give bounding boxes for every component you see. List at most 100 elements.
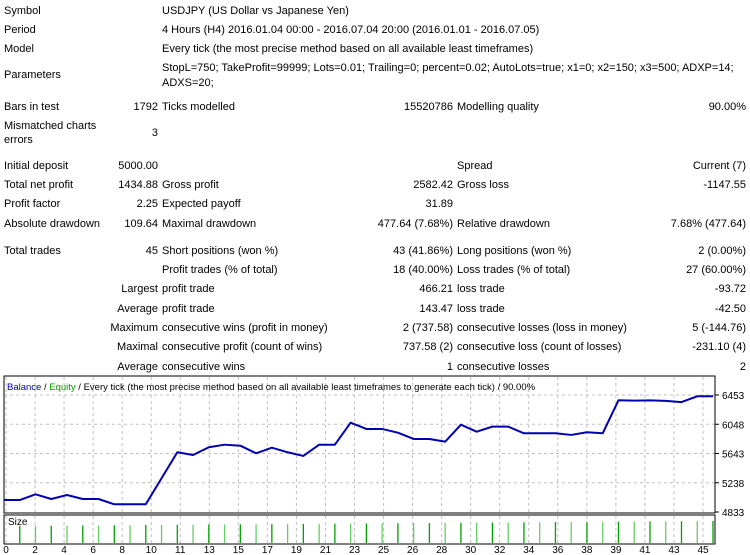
relative-drawdown-value: 7.68% (477.64) [670, 218, 746, 230]
relative-drawdown-label: Relative drawdown [457, 218, 550, 230]
balance-line [3, 395, 713, 506]
largest-profit-value: 466.21 [419, 283, 453, 295]
modelling-quality-value: 90.00% [708, 101, 746, 113]
total-net-profit-label: Total net profit [4, 179, 74, 191]
gross-profit-value: 2582.42 [413, 179, 453, 191]
largest-loss-label: loss trade [457, 283, 505, 295]
size-bars [19, 521, 714, 543]
y-tick-label: 6453 [722, 391, 745, 402]
mismatched-label-2: errors [4, 134, 33, 146]
symbol-label: Symbol [4, 5, 41, 17]
bars-in-test-value: 1792 [133, 101, 158, 113]
mismatched-label-1: Mismatched charts [4, 120, 97, 132]
y-axis-ticks: 6453 6048 5643 5238 4833 [715, 391, 745, 519]
chart-frame [3, 375, 716, 514]
x-tick-label: 28 [436, 545, 448, 555]
x-tick-label: 4 [61, 545, 67, 555]
maximal-consecutive-profit-label: consecutive profit (count of wins) [162, 341, 323, 353]
x-tick-label: 21 [320, 545, 332, 555]
gross-loss-value: -1147.55 [703, 179, 746, 191]
average-prefix: Average [117, 303, 158, 315]
period-value: 4 Hours (H4) 2016.01.04 00:00 - 2016.07.… [162, 24, 540, 36]
max-consecutive-losses-label: consecutive losses (loss in money) [457, 322, 627, 334]
x-tick-label: 10 [146, 545, 158, 555]
x-tick-label: 25 [378, 545, 390, 555]
x-tick-label: 43 [668, 545, 680, 555]
size-pane-frame [3, 514, 716, 545]
symbol-value: USDJPY (US Dollar vs Japanese Yen) [162, 5, 349, 17]
x-tick-label: 23 [349, 545, 361, 555]
x-tick-label: 17 [262, 545, 274, 555]
model-label: Model [4, 43, 34, 55]
period-label: Period [4, 24, 36, 36]
spread-label: Spread [457, 160, 493, 172]
maximal-consecutive-profit-value: 737.58 (2) [402, 341, 453, 353]
y-tick-label: 5643 [722, 450, 745, 461]
average-loss-label: loss trade [457, 303, 505, 315]
profit-trades-value: 18 (40.00%) [393, 264, 453, 276]
x-tick-label: 32 [494, 545, 506, 555]
largest-profit-label: profit trade [162, 283, 215, 295]
maximal-prefix: Maximal [117, 341, 158, 353]
expected-payoff-label: Expected payoff [162, 198, 241, 210]
maximum-prefix: Maximum [110, 322, 158, 334]
maximal-drawdown-label: Maximal drawdown [162, 218, 257, 230]
largest-loss-value: -93.72 [714, 283, 746, 295]
x-tick-label: 26 [407, 545, 419, 555]
y-tick-label: 6048 [722, 420, 745, 431]
gross-loss-label: Gross loss [457, 179, 509, 191]
total-trades-label: Total trades [4, 245, 61, 257]
legend-sep: / [41, 382, 50, 393]
maximal-consecutive-loss-value: -231.10 (4) [692, 341, 746, 353]
x-tick-label: 11 [175, 545, 186, 555]
y-tick-label: 4833 [722, 508, 745, 519]
initial-deposit-label: Initial deposit [4, 160, 69, 172]
chart-legend: Balance / Equity / Every tick (the most … [7, 382, 535, 393]
parameters-line2: ADXS=20; [162, 77, 214, 89]
ticks-modelled-label: Ticks modelled [162, 101, 235, 113]
x-tick-label: 8 [119, 545, 125, 555]
short-positions-value: 43 (41.86%) [393, 245, 453, 257]
max-consecutive-losses-value: 5 (-144.76) [692, 322, 746, 334]
x-tick-label: 45 [697, 545, 709, 555]
initial-deposit-value: 5000.00 [118, 160, 158, 172]
legend-description: / Every tick (the most precise method ba… [75, 382, 536, 393]
average-consecutive-prefix: Average [117, 361, 158, 373]
parameters-label: Parameters [4, 69, 61, 81]
x-tick-label: 41 [639, 545, 651, 555]
average-consecutive-losses-label: consecutive losses [457, 361, 550, 373]
legend-balance: Balance [7, 382, 42, 393]
x-tick-label: 38 [581, 545, 593, 555]
x-tick-label: 36 [552, 545, 564, 555]
balance-chart: Size 6453 6048 5643 5238 4833 0 2 4 6 8 10 11 13 15 1… [3, 375, 745, 555]
x-tick-label: 13 [204, 545, 216, 555]
expected-payoff-value: 31.89 [425, 198, 453, 210]
profit-trades-label: Profit trades (% of total) [162, 264, 278, 276]
loss-trades-value: 27 (60.00%) [686, 264, 746, 276]
short-positions-label: Short positions (won %) [162, 245, 279, 257]
long-positions-value: 2 (0.00%) [698, 245, 746, 257]
long-positions-label: Long positions (won %) [457, 245, 572, 257]
modelling-quality-label: Modelling quality [457, 101, 539, 113]
x-tick-label: 15 [233, 545, 245, 555]
maximal-consecutive-loss-label: consecutive loss (count of losses) [457, 341, 622, 353]
x-tick-label: 30 [465, 545, 477, 555]
size-pane-label: Size [8, 517, 28, 528]
total-trades-value: 45 [145, 245, 158, 257]
maximal-drawdown-value: 477.64 (7.68%) [377, 218, 453, 230]
x-tick-label: 6 [90, 545, 96, 555]
chart-grid [4, 377, 715, 543]
average-consecutive-wins-label: consecutive wins [162, 361, 246, 373]
absolute-drawdown-value: 109.64 [124, 218, 158, 230]
bars-in-test-label: Bars in test [4, 101, 60, 113]
x-axis-ticks: 0 2 4 6 8 10 11 13 15 17 19 21 23 25 26 28 30 32 34 36 38 39 4… [3, 545, 709, 555]
profit-factor-label: Profit factor [4, 198, 61, 210]
model-value: Every tick (the most precise method base… [162, 43, 534, 55]
parameters-line1: StopL=750; TakeProfit=99999; Lots=0.01; … [162, 62, 734, 74]
x-tick-label: 19 [291, 545, 303, 555]
profit-factor-value: 2.25 [136, 198, 158, 210]
absolute-drawdown-label: Absolute drawdown [4, 218, 101, 230]
average-loss-value: -42.50 [714, 303, 746, 315]
spread-value: Current (7) [692, 160, 746, 172]
total-net-profit-value: 1434.88 [118, 179, 158, 191]
